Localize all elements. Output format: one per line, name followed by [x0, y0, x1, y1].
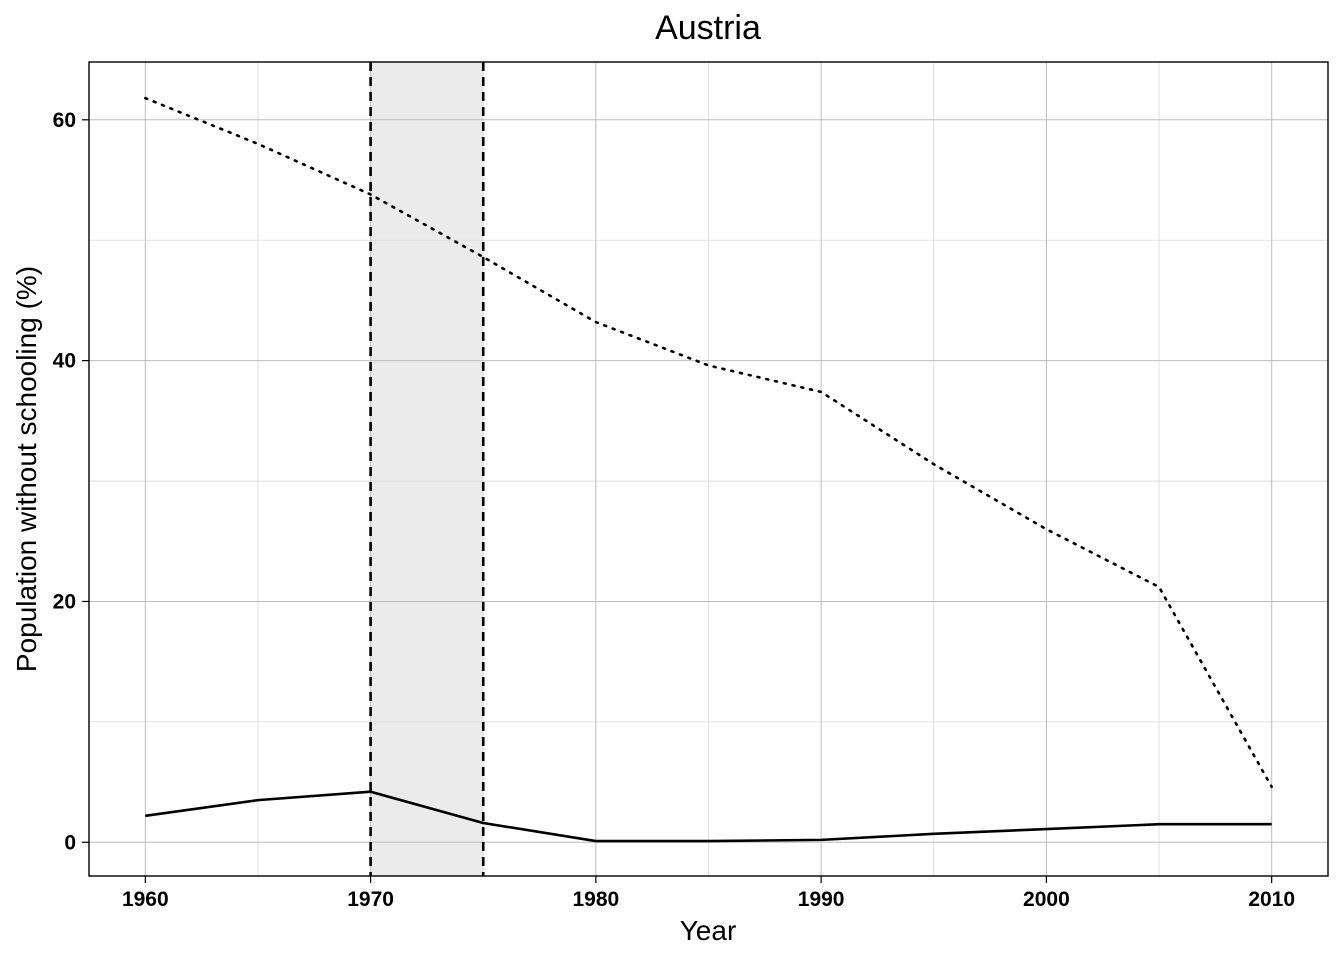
x-tick-label: 1980	[573, 888, 620, 911]
y-tick-label: 0	[64, 831, 76, 854]
series-solid-line	[145, 790, 1272, 843]
series-dotted-line	[144, 96, 1273, 789]
x-axis-title: Year	[680, 915, 737, 946]
y-tick-label: 60	[53, 109, 76, 132]
x-tick-label: 2010	[1248, 888, 1295, 911]
tick-layer: 1960 1970 1980 1990 2000 2010 0 20 40 60	[53, 109, 1295, 911]
x-tick-label: 2000	[1023, 888, 1070, 911]
highlight-band	[370, 62, 484, 876]
plot-panel-border	[88, 61, 1329, 877]
x-tick-label: 1990	[798, 888, 845, 911]
y-tick-label: 20	[53, 590, 76, 613]
highlight-band-layer	[370, 62, 484, 876]
x-tick-label: 1970	[347, 888, 394, 911]
y-tick-label: 40	[53, 350, 76, 373]
grid-layer	[89, 62, 1328, 876]
series-layer	[144, 96, 1273, 843]
x-tick-label: 1960	[122, 888, 169, 911]
chart-title: Austria	[655, 9, 761, 47]
band-boundary-layer	[369, 62, 485, 876]
y-axis-title: Population without schooling (%)	[11, 266, 42, 672]
